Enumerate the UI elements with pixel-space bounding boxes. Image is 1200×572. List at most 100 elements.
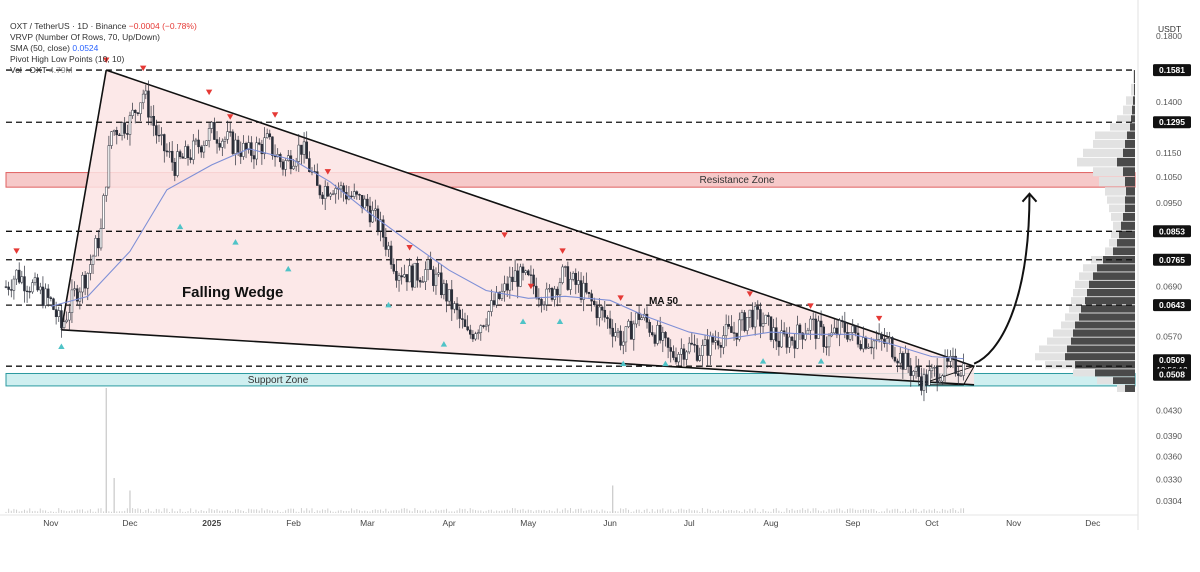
- volume-bar: [298, 511, 300, 513]
- candle-up: [226, 131, 229, 140]
- volume-bar: [234, 509, 236, 513]
- candle-down: [147, 90, 150, 118]
- candle-down: [585, 282, 588, 293]
- volume-bar: [467, 511, 469, 513]
- candle-up: [144, 90, 148, 95]
- candle-up: [627, 320, 630, 327]
- volume-bar: [696, 510, 698, 513]
- legend-vrvp[interactable]: VRVP (Number Of Rows, 70, Up/Down): [10, 32, 197, 43]
- pivot-low-marker: [556, 318, 564, 325]
- volume-bar: [192, 511, 194, 513]
- volume-bar: [593, 511, 595, 513]
- candle-up: [339, 185, 343, 190]
- volume-bar: [440, 509, 442, 513]
- candle-down: [400, 275, 403, 278]
- volume-bar: [184, 511, 186, 513]
- profile-row-down: [1073, 329, 1135, 337]
- volume-bar: [232, 511, 234, 513]
- pivot-high-marker: [746, 291, 754, 297]
- candle-up: [622, 341, 625, 346]
- candle-down: [83, 274, 87, 289]
- volume-bar: [746, 511, 748, 513]
- volume-bar: [71, 510, 73, 513]
- candle-down: [822, 326, 825, 347]
- volume-bar: [519, 509, 521, 513]
- volume-bar: [883, 511, 885, 513]
- candle-down: [516, 270, 519, 287]
- legend-pivots[interactable]: Pivot High Low Points (10, 10): [10, 54, 197, 65]
- price-tick-label: 0.1800: [1156, 31, 1182, 41]
- candle-up: [263, 137, 266, 155]
- candle-down: [257, 142, 261, 145]
- candle-up: [331, 193, 335, 195]
- volume-bar: [306, 508, 308, 513]
- volume-bar: [939, 511, 941, 513]
- volume-bar: [488, 509, 490, 513]
- candle-up: [827, 335, 831, 348]
- candle-down: [321, 194, 324, 199]
- candle-down: [756, 306, 760, 310]
- volume-bar: [575, 509, 577, 513]
- pivot-high-marker: [527, 283, 535, 290]
- candle-up: [91, 255, 95, 265]
- volume-bar: [282, 511, 284, 513]
- volume-bar: [8, 508, 10, 513]
- volume-bar: [554, 511, 556, 513]
- volume-bar: [293, 508, 295, 513]
- legend-sma[interactable]: SMA (50, close) 0.0524: [10, 43, 197, 54]
- volume-bar: [928, 509, 930, 513]
- candle-up: [614, 332, 617, 337]
- candle-up: [221, 140, 224, 148]
- pivot-low-marker: [519, 318, 527, 325]
- candle-down: [46, 288, 50, 298]
- volume-bar: [693, 510, 695, 513]
- volume-bar: [788, 510, 790, 513]
- volume-bar: [150, 511, 152, 513]
- profile-row-down: [1134, 70, 1135, 84]
- candle-up: [479, 325, 483, 333]
- volume-bar: [187, 511, 189, 513]
- volume-bar: [651, 509, 653, 513]
- time-tick-label: Aug: [763, 518, 778, 528]
- volume-bar: [482, 511, 484, 513]
- candle-down: [7, 286, 10, 290]
- volume-bar: [570, 508, 571, 513]
- price-tick-label: 0.1150: [1156, 148, 1182, 158]
- pivot-low-marker: [176, 223, 184, 230]
- volume-bar: [329, 510, 331, 513]
- candle-up: [284, 160, 287, 170]
- volume-bar: [16, 509, 18, 513]
- volume-bar: [963, 508, 965, 513]
- candle-down: [706, 339, 709, 356]
- volume-bar: [715, 511, 717, 513]
- volume-bar: [773, 508, 775, 513]
- volume-bar: [227, 510, 229, 513]
- volume-spike: [129, 490, 131, 513]
- candle-up: [817, 320, 820, 339]
- candle-down: [268, 133, 272, 138]
- profile-row-down: [1125, 177, 1135, 187]
- legend-volume[interactable]: Vol · OXT 4.79M: [10, 65, 197, 76]
- profile-row-up: [1099, 177, 1135, 187]
- candle-up: [680, 348, 683, 355]
- candle-up: [687, 342, 691, 353]
- volume-bar: [52, 511, 54, 513]
- profile-row-down: [1065, 353, 1135, 361]
- candle-up: [632, 323, 636, 340]
- candle-up: [184, 146, 187, 159]
- time-axis[interactable]: Nov Dec 2025 Feb Mar Apr May Jun Jul Aug Sep Oct Nov…: [0, 514, 1138, 528]
- profile-row-down: [1081, 305, 1135, 313]
- candle-up: [421, 281, 425, 283]
- pivot-high-marker: [227, 114, 234, 120]
- candle-down: [23, 276, 26, 292]
- volume-bar: [543, 509, 545, 513]
- time-tick-label: Jun: [603, 518, 617, 528]
- candle-up: [210, 121, 214, 129]
- candle-down: [611, 327, 614, 337]
- candle-down: [236, 139, 240, 153]
- profile-row-up: [1123, 105, 1135, 115]
- volume-bar: [918, 511, 920, 513]
- support-zone-label: Support Zone: [248, 375, 309, 386]
